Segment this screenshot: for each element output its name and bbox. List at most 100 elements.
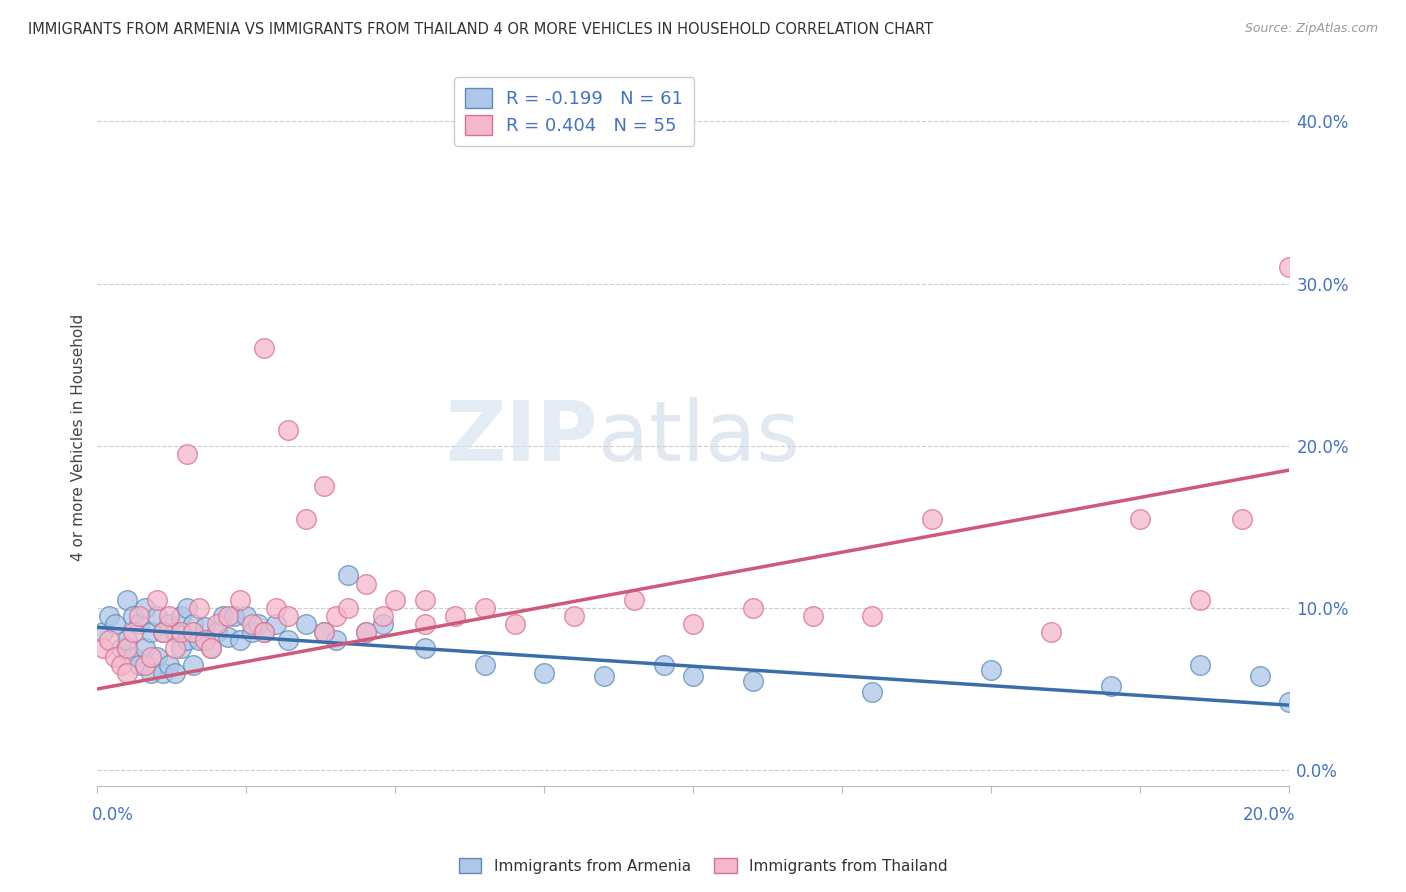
Point bbox=[1188, 657, 1211, 672]
Point bbox=[682, 669, 704, 683]
Point bbox=[176, 633, 198, 648]
Point bbox=[139, 625, 162, 640]
Point bbox=[860, 685, 883, 699]
Point bbox=[181, 657, 204, 672]
Point bbox=[474, 657, 496, 672]
Point bbox=[533, 665, 555, 680]
Y-axis label: 4 or more Vehicles in Household: 4 or more Vehicles in Household bbox=[72, 314, 86, 561]
Point bbox=[110, 641, 132, 656]
Point bbox=[91, 625, 114, 640]
Point bbox=[682, 617, 704, 632]
Point bbox=[1249, 669, 1271, 683]
Point bbox=[354, 625, 377, 640]
Point bbox=[152, 625, 174, 640]
Point bbox=[503, 617, 526, 632]
Point bbox=[134, 657, 156, 672]
Text: 20.0%: 20.0% bbox=[1243, 805, 1295, 824]
Point bbox=[176, 600, 198, 615]
Point bbox=[312, 625, 335, 640]
Point bbox=[562, 609, 585, 624]
Point bbox=[104, 617, 127, 632]
Point bbox=[187, 633, 209, 648]
Point bbox=[413, 641, 436, 656]
Point bbox=[1188, 592, 1211, 607]
Text: ZIP: ZIP bbox=[446, 397, 598, 478]
Point bbox=[176, 447, 198, 461]
Point bbox=[373, 617, 395, 632]
Point bbox=[325, 609, 347, 624]
Point bbox=[200, 641, 222, 656]
Point bbox=[277, 633, 299, 648]
Point bbox=[336, 568, 359, 582]
Point bbox=[134, 600, 156, 615]
Point bbox=[742, 600, 765, 615]
Point bbox=[742, 673, 765, 688]
Point bbox=[181, 625, 204, 640]
Point bbox=[1039, 625, 1062, 640]
Legend: Immigrants from Armenia, Immigrants from Thailand: Immigrants from Armenia, Immigrants from… bbox=[453, 852, 953, 880]
Point bbox=[139, 649, 162, 664]
Point bbox=[128, 617, 150, 632]
Point bbox=[253, 625, 276, 640]
Point bbox=[115, 641, 138, 656]
Point bbox=[235, 609, 257, 624]
Point bbox=[652, 657, 675, 672]
Point bbox=[921, 512, 943, 526]
Point bbox=[211, 609, 233, 624]
Point bbox=[205, 625, 228, 640]
Point bbox=[623, 592, 645, 607]
Point bbox=[295, 512, 318, 526]
Point bbox=[152, 625, 174, 640]
Point bbox=[194, 633, 217, 648]
Point bbox=[115, 633, 138, 648]
Point bbox=[217, 630, 239, 644]
Point bbox=[354, 576, 377, 591]
Point bbox=[277, 609, 299, 624]
Point bbox=[91, 641, 114, 656]
Text: 0.0%: 0.0% bbox=[91, 805, 134, 824]
Point bbox=[413, 617, 436, 632]
Point bbox=[187, 600, 209, 615]
Point bbox=[413, 592, 436, 607]
Point bbox=[384, 592, 406, 607]
Point bbox=[1278, 260, 1301, 275]
Point bbox=[146, 649, 169, 664]
Text: IMMIGRANTS FROM ARMENIA VS IMMIGRANTS FROM THAILAND 4 OR MORE VEHICLES IN HOUSEH: IMMIGRANTS FROM ARMENIA VS IMMIGRANTS FR… bbox=[28, 22, 934, 37]
Point bbox=[163, 641, 186, 656]
Text: Source: ZipAtlas.com: Source: ZipAtlas.com bbox=[1244, 22, 1378, 36]
Point bbox=[194, 620, 217, 634]
Point bbox=[860, 609, 883, 624]
Point bbox=[163, 625, 186, 640]
Point bbox=[474, 600, 496, 615]
Point bbox=[253, 625, 276, 640]
Point bbox=[146, 609, 169, 624]
Point bbox=[157, 657, 180, 672]
Point bbox=[122, 609, 145, 624]
Point bbox=[229, 633, 252, 648]
Point bbox=[170, 625, 193, 640]
Point bbox=[444, 609, 467, 624]
Point bbox=[98, 609, 121, 624]
Point bbox=[240, 617, 263, 632]
Point bbox=[146, 592, 169, 607]
Point bbox=[115, 592, 138, 607]
Point bbox=[336, 600, 359, 615]
Point bbox=[115, 665, 138, 680]
Legend: R = -0.199   N = 61, R = 0.404   N = 55: R = -0.199 N = 61, R = 0.404 N = 55 bbox=[454, 77, 695, 145]
Point bbox=[205, 617, 228, 632]
Point bbox=[157, 617, 180, 632]
Point bbox=[295, 617, 318, 632]
Point bbox=[801, 609, 824, 624]
Point bbox=[104, 649, 127, 664]
Point bbox=[325, 633, 347, 648]
Point bbox=[253, 342, 276, 356]
Point bbox=[128, 657, 150, 672]
Point bbox=[240, 625, 263, 640]
Point bbox=[128, 609, 150, 624]
Text: atlas: atlas bbox=[598, 397, 800, 478]
Point bbox=[170, 609, 193, 624]
Point bbox=[110, 657, 132, 672]
Point bbox=[373, 609, 395, 624]
Point bbox=[163, 665, 186, 680]
Point bbox=[229, 592, 252, 607]
